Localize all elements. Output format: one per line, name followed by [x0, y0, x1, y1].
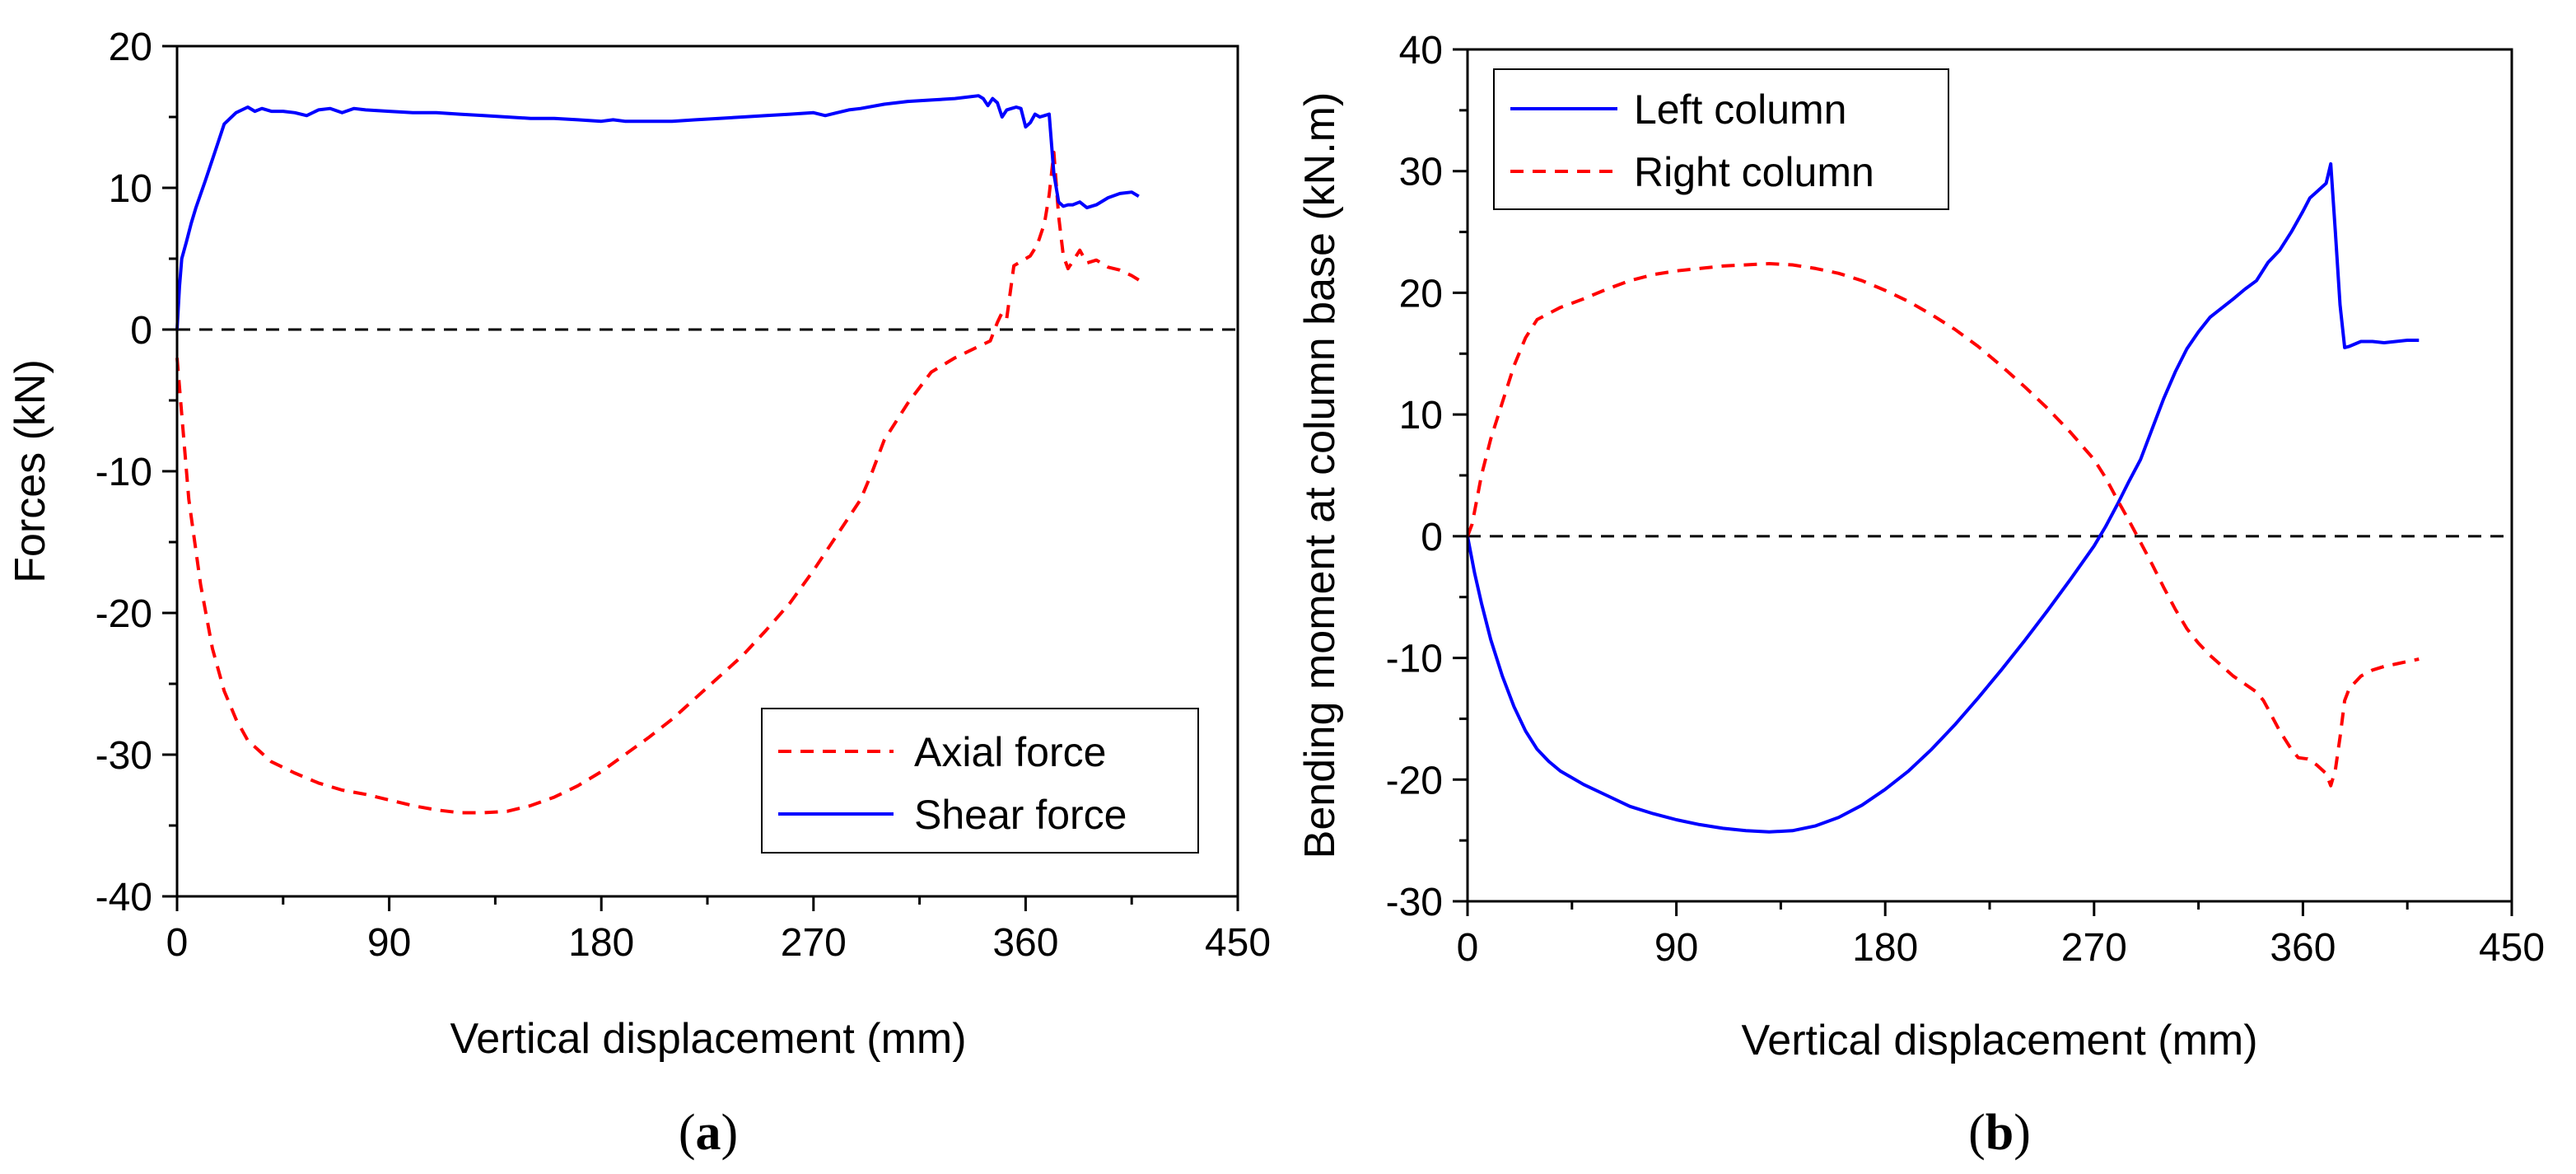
panel-a-y-tick-label: 10: [109, 167, 152, 211]
panel-b-y-tick-label: -20: [1386, 759, 1443, 802]
panel-a-y-tick-label: -10: [96, 451, 152, 494]
panel-a-caption: (a): [679, 1105, 738, 1161]
panel-a-y-axis-title: Forces (kN): [7, 359, 54, 583]
panel-b-y-tick-label: 40: [1399, 29, 1443, 72]
panel-b-tick-labels: 0 90 180 270 360 450 -30 -20 -10 0 10 20 30 40: [1386, 29, 2545, 970]
panel-a-ticks: [162, 44, 1239, 911]
panel-a-caption-close: ): [721, 1105, 739, 1161]
panel-a-legend: Axial force Shear force: [761, 708, 1199, 854]
panel-a-legend-box: [761, 708, 1199, 854]
panel-b-y-tick-label: 10: [1399, 394, 1443, 437]
panel-a-y-tick-label: -20: [96, 592, 152, 636]
panel-a-caption-letter: a: [696, 1105, 721, 1161]
panel-b-chart: 0 90 180 270 360 450 -30 -20 -10 0 10 20 30 40 Vertic…: [1296, 29, 2545, 1161]
panel-b-y-tick-label: 30: [1399, 151, 1443, 194]
panel-b-ticks: [1453, 48, 2513, 916]
panel-b-series-group: [1466, 161, 2420, 834]
panel-b-x-tick-label: 90: [1654, 926, 1698, 970]
panel-b-caption: (b): [1968, 1105, 2031, 1161]
panel-b-caption-close: ): [2014, 1105, 2031, 1161]
panel-a-legend-label-shear-force: Shear force: [914, 792, 1127, 838]
panel-a-x-tick-label: 360: [992, 921, 1058, 965]
panel-a-y-tick-label: 0: [130, 309, 152, 353]
panel-b-x-tick-label: 270: [2061, 926, 2127, 970]
panel-a-caption-open: (: [679, 1105, 696, 1161]
panel-b-legend: Left column Right column: [1493, 68, 1949, 210]
panel-b-x-tick-label: 180: [1852, 926, 1918, 970]
panel-a-series-shear-force: [175, 94, 1140, 330]
panel-b-x-axis-title: Vertical displacement (mm): [1741, 1017, 2257, 1064]
panel-b-legend-box: [1493, 68, 1949, 210]
panel-a-series-axial-force: [175, 151, 1140, 815]
panel-b-legend-label-left-column: Left column: [1634, 87, 1846, 133]
panel-a-x-tick-label: 270: [781, 921, 847, 965]
panel-a-x-axis-title: Vertical displacement (mm): [450, 1015, 966, 1063]
panel-a-x-tick-label: 180: [568, 921, 634, 965]
panel-a-series-group: [175, 94, 1140, 815]
panel-b-legend-label-right-column: Right column: [1634, 149, 1874, 195]
panel-a-x-tick-label: 0: [166, 921, 189, 965]
panel-a-y-tick-label: -40: [96, 876, 152, 919]
panel-b-y-tick-label: -30: [1386, 881, 1443, 924]
panel-b-x-tick-label: 0: [1457, 926, 1479, 970]
panel-a-tick-labels: 0 90 180 270 360 450 -40 -30 -20 -10 0 10 20: [96, 26, 1271, 965]
panel-a-y-tick-label: -30: [96, 734, 152, 778]
panel-a-x-tick-label: 450: [1205, 921, 1271, 965]
panel-b-y-tick-label: 0: [1421, 516, 1443, 559]
panel-b-y-tick-label: 20: [1399, 272, 1443, 316]
panel-a-x-tick-label: 90: [367, 921, 411, 965]
panel-b-series-left-column: [1466, 161, 2420, 834]
panel-a-legend-label-axial-force: Axial force: [914, 729, 1106, 775]
panel-b-series-right-column: [1466, 262, 2420, 788]
panel-b-caption-open: (: [1968, 1105, 1986, 1161]
panel-b-y-tick-label: -10: [1386, 638, 1443, 681]
panel-a-chart: 0 90 180 270 360 450 -40 -30 -20 -10 0 10 20 Vertica…: [7, 26, 1271, 1161]
panel-a-y-tick-label: 20: [109, 26, 152, 69]
panel-b-caption-letter: b: [1986, 1105, 2014, 1161]
panel-b-y-axis-title: Bending moment at column base (kN.m): [1296, 92, 1344, 859]
panel-b-x-tick-label: 360: [2270, 926, 2336, 970]
panel-b-x-tick-label: 450: [2479, 926, 2545, 970]
